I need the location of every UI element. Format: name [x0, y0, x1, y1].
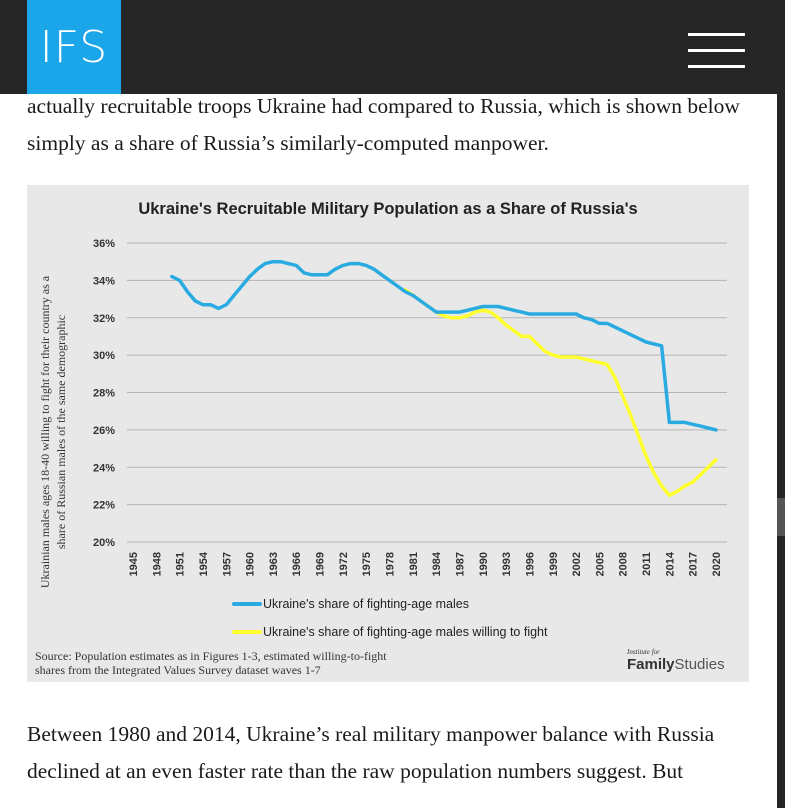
x-tick-label: 1963 [268, 552, 280, 576]
article-paragraph: Between 1980 and 2014, Ukraine’s real mi… [27, 722, 715, 783]
x-tick-label: 1972 [338, 552, 350, 576]
x-tick-label: 2011 [641, 552, 653, 576]
x-tick-label: 1960 [245, 552, 257, 576]
series-line [170, 259, 718, 432]
scrollbar-track[interactable] [777, 0, 785, 808]
y-axis-label-line-1: Ukrainian males ages 18-40 willing to fi… [38, 275, 52, 588]
chart-title: Ukraine's Recruitable Military Populatio… [138, 200, 637, 218]
line-chart: Ukraine's Recruitable Military Populatio… [35, 200, 727, 677]
y-tick-label: 36% [93, 238, 115, 250]
y-tick-label: 20% [93, 537, 115, 549]
legend-label: Ukraine's share of fighting-age males wi… [263, 625, 548, 639]
y-axis-label-line-2: share of Russian males of the same demog… [54, 315, 68, 549]
x-tick-label: 1996 [524, 552, 536, 576]
x-tick-label: 2008 [618, 552, 630, 576]
logo-text: IFS [39, 21, 109, 73]
x-tick-label: 1966 [291, 552, 303, 576]
site-header: IFS [0, 0, 777, 94]
x-tick-label: 1987 [454, 552, 466, 576]
scrollbar-thumb[interactable] [777, 498, 785, 536]
logo-bold-text: Family [627, 656, 675, 673]
menu-bar-icon [688, 33, 745, 36]
y-tick-label: 24% [93, 462, 115, 474]
x-tick-label: 2014 [664, 551, 676, 576]
x-tick-label: 1969 [315, 552, 327, 576]
legend-label: Ukraine's share of fighting-age males [263, 597, 469, 611]
x-tick-label: 1984 [431, 551, 443, 576]
y-tick-label: 26% [93, 425, 115, 437]
menu-bar-icon [688, 65, 745, 68]
logo-small-text: Institute for [627, 648, 660, 656]
menu-bar-icon [688, 49, 745, 52]
series-line [403, 287, 718, 498]
family-studies-logo: Institute for FamilyStudies [627, 648, 743, 673]
y-tick-label: 34% [93, 275, 115, 287]
x-tick-label: 1975 [361, 552, 373, 576]
x-tick-label: 1954 [198, 551, 210, 576]
logo-light-text: Studies [674, 656, 725, 673]
source-note-line-1: Source: Population estimates as in Figur… [35, 649, 387, 663]
x-tick-label: 1978 [385, 552, 397, 576]
x-tick-label: 1993 [501, 552, 513, 576]
y-tick-label: 30% [93, 350, 115, 362]
y-tick-label: 22% [93, 500, 115, 512]
x-tick-label: 2005 [594, 552, 606, 576]
logo-wordmark: FamilyStudies [627, 656, 743, 673]
site-logo[interactable]: IFS [27, 0, 121, 94]
x-tick-label: 1951 [175, 552, 187, 576]
x-tick-label: 1981 [408, 552, 420, 576]
x-tick-label: 2020 [711, 552, 723, 576]
source-note-line-2: shares from the Integrated Values Survey… [35, 663, 321, 677]
y-tick-label: 28% [93, 388, 115, 400]
x-tick-label: 2002 [571, 552, 583, 576]
x-tick-label: 1990 [478, 552, 490, 576]
x-tick-label: 1957 [221, 552, 233, 576]
article-paragraph: actually recruitable troops Ukraine had … [27, 94, 740, 155]
x-tick-label: 1999 [548, 552, 560, 576]
x-tick-label: 1948 [151, 552, 163, 576]
x-tick-label: 1945 [128, 552, 140, 576]
x-tick-label: 2017 [688, 552, 700, 576]
y-tick-label: 32% [93, 313, 115, 325]
chart-figure: Ukraine's Recruitable Military Populatio… [27, 185, 749, 682]
hamburger-menu-button[interactable] [688, 33, 745, 70]
